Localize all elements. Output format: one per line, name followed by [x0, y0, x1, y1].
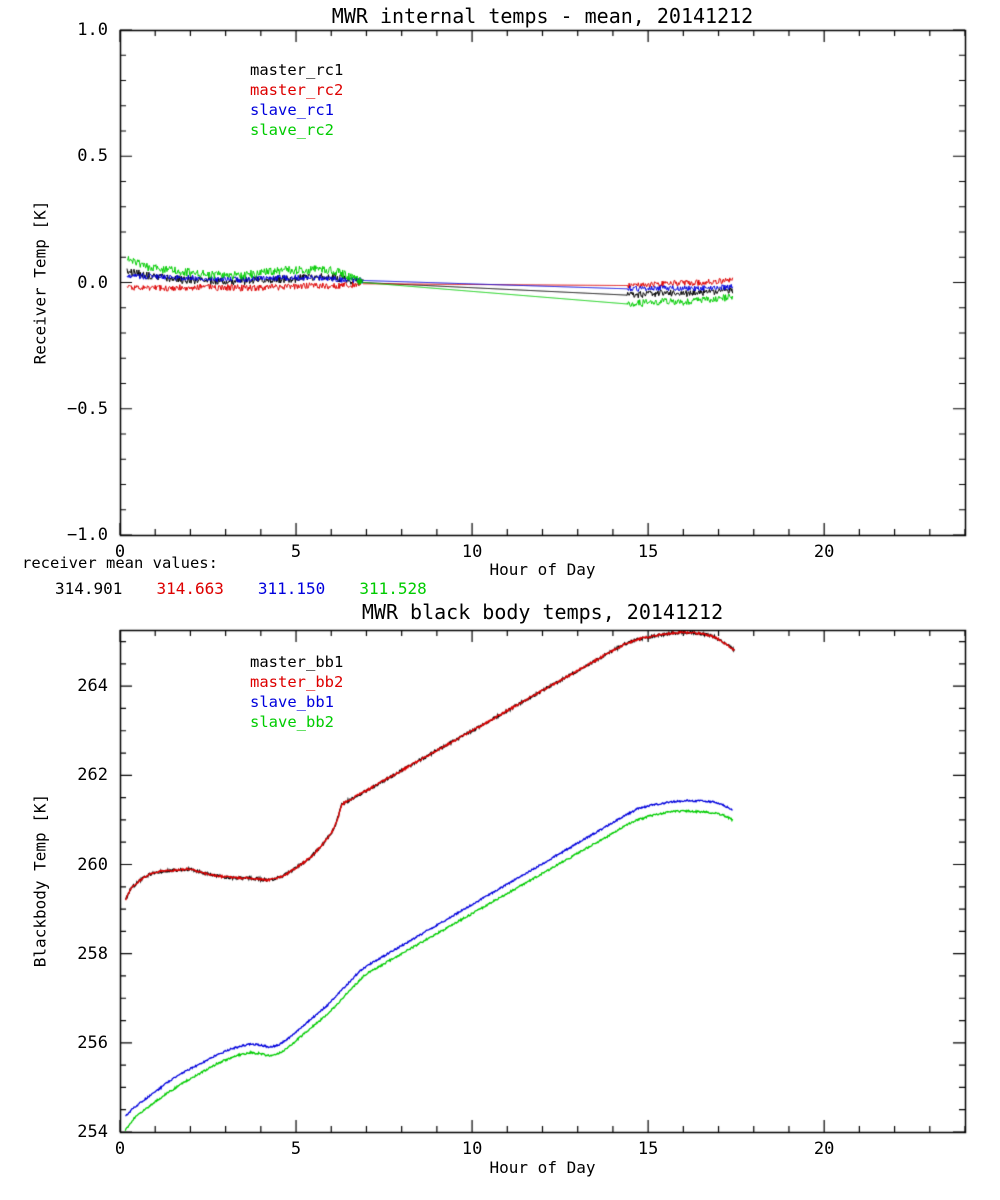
y-tick-label: −1.0: [67, 525, 108, 545]
legend-master_rc2: master_rc2: [250, 81, 344, 99]
legend-master_bb1: master_bb1: [250, 653, 344, 671]
chart1-x-axis-label: Hour of Day: [489, 560, 596, 579]
x-tick-label: 5: [290, 542, 302, 562]
mean-value: 314.663: [156, 579, 224, 598]
receiver-mean-values-label: receiver mean values:: [22, 554, 218, 572]
y-tick-label: 264: [77, 676, 108, 697]
x-tick-label: 15: [637, 542, 659, 562]
x-tick-label: 15: [637, 1139, 659, 1159]
x-tick-label: 20: [813, 1139, 835, 1159]
chart2-title: MWR black body temps, 20141212: [361, 600, 724, 624]
legend-slave_rc2: slave_rc2: [250, 121, 334, 139]
y-tick-label: 258: [77, 943, 108, 964]
y-tick-label: 1.0: [77, 20, 108, 40]
x-tick-label: 0: [114, 542, 126, 562]
x-tick-label: 5: [290, 1139, 302, 1159]
legend-master_bb2: master_bb2: [250, 673, 344, 691]
chart2-y-axis-label: Blackbody Temp [K]: [30, 793, 50, 968]
chart2-legend: master_bb1 master_bb2 slave_bb1 slave_bb2: [250, 652, 343, 732]
chart2-x-axis-label: Hour of Day: [489, 1158, 596, 1177]
y-tick-label: 262: [77, 765, 108, 786]
chart1-y-axis-label: Receiver Temp [K]: [30, 200, 50, 365]
mean-value: 311.150: [257, 579, 326, 598]
y-tick-label: −0.5: [67, 398, 108, 419]
y-tick-label: 0.5: [77, 146, 108, 167]
y-tick-label: 256: [77, 1032, 108, 1053]
legend-slave_rc1: slave_rc1: [250, 101, 334, 119]
x-tick-label: 0: [114, 1139, 126, 1159]
legend-slave_bb1: slave_bb1: [250, 693, 334, 711]
receiver-mean-values-row: 314.901 314.663 311.150 311.528: [55, 579, 427, 598]
mean-value: 311.528: [359, 579, 427, 598]
chart1-legend: master_rc1 master_rc2 slave_rc1 slave_rc2: [250, 60, 343, 140]
y-tick-label: 0.0: [77, 272, 108, 293]
chart1-title: MWR internal temps - mean, 20141212: [331, 4, 754, 28]
legend-master_rc1: master_rc1: [250, 61, 344, 79]
legend-slave_bb2: slave_bb2: [250, 713, 334, 731]
y-tick-label: 260: [77, 854, 108, 875]
x-tick-label: 10: [461, 542, 483, 562]
mean-value: 314.901: [55, 579, 123, 598]
x-tick-label: 20: [813, 542, 835, 562]
y-tick-label: 254: [77, 1122, 108, 1142]
x-tick-label: 10: [461, 1139, 483, 1159]
